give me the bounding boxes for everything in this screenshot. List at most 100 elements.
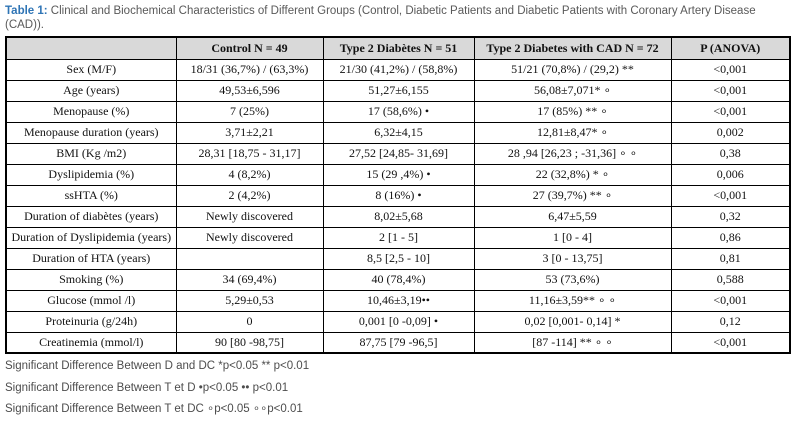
row-label: Proteinuria (g/24h) bbox=[5, 310, 177, 333]
clinical-characteristics-table: Control N = 49 Type 2 Diabètes N = 51 Ty… bbox=[5, 36, 791, 355]
table-cell: Newly discovered bbox=[175, 205, 324, 228]
table-cell: 34 (69,4%) bbox=[175, 268, 324, 291]
column-header-type2-diabetes: Type 2 Diabètes N = 51 bbox=[322, 36, 475, 60]
table-cell: 17 (58,6%) • bbox=[322, 100, 475, 123]
table-cell: [87 -114] ** ∘ ∘ bbox=[473, 331, 672, 354]
table-cell: 4 (8,2%) bbox=[175, 163, 324, 186]
table-cell: 10,46±3,19•• bbox=[322, 289, 475, 312]
table-cell: <0,001 bbox=[670, 331, 791, 354]
table-row: Duration of diabètes (years) Newly discov… bbox=[5, 205, 791, 228]
table-cell: 0,006 bbox=[670, 163, 791, 186]
row-label: Creatinemia (mmol/l) bbox=[5, 331, 177, 354]
row-label: Glucose (mmol /l) bbox=[5, 289, 177, 312]
table-cell: Newly discovered bbox=[175, 226, 324, 249]
table-row: Glucose (mmol /l) 5,29±0,53 10,46±3,19•• 11… bbox=[5, 289, 791, 312]
table-cell: <0,001 bbox=[670, 184, 791, 207]
row-label: Sex (M/F) bbox=[5, 58, 177, 81]
footnote-d-vs-dc: Significant Difference Between D and DC … bbox=[5, 360, 310, 373]
table-cell: 49,53±6,596 bbox=[175, 79, 324, 102]
table-cell: <0,001 bbox=[670, 58, 791, 81]
column-header-type2-diabetes-cad: Type 2 Diabetes with CAD N = 72 bbox=[473, 36, 672, 60]
row-label: Menopause duration (years) bbox=[5, 121, 177, 144]
table-cell: 22 (32,8%) * ∘ bbox=[473, 163, 672, 186]
table-cell: <0,001 bbox=[670, 289, 791, 312]
row-label: Age (years) bbox=[5, 79, 177, 102]
table-caption-label: Table 1: bbox=[5, 5, 48, 17]
table-cell: 90 [80 -98,75] bbox=[175, 331, 324, 354]
table-cell: 11,16±3,59** ∘ ∘ bbox=[473, 289, 672, 312]
table-cell: 0,001 [0 -0,09] • bbox=[322, 310, 475, 333]
table-cell: 0,002 bbox=[670, 121, 791, 144]
table-cell: <0,001 bbox=[670, 100, 791, 123]
table-cell: 3 [0 - 13,75] bbox=[473, 247, 672, 270]
table-cell: 1 [0 - 4] bbox=[473, 226, 672, 249]
table-cell: 27 (39,7%) ** ∘ bbox=[473, 184, 672, 207]
table-body: Sex (M/F) 18/31 (36,7%) / (63,3%) 21/30 (4… bbox=[5, 58, 791, 354]
table-cell: 8 (16%) • bbox=[322, 184, 475, 207]
table-cell: 56,08±7,071* ∘ bbox=[473, 79, 672, 102]
table-cell: 18/31 (36,7%) / (63,3%) bbox=[175, 58, 324, 81]
table-row: Proteinuria (g/24h) 0 0,001 [0 -0,09] • 0,0… bbox=[5, 310, 791, 333]
column-header-p-anova: P (ANOVA) bbox=[670, 36, 791, 60]
table-row: Dyslipidemia (%) 4 (8,2%) 15 (29 ,4%) • 22 … bbox=[5, 163, 791, 186]
table-cell: 53 (73,6%) bbox=[473, 268, 672, 291]
table-cell: 51/21 (70,8%) / (29,2) ** bbox=[473, 58, 672, 81]
table-cell: 2 [1 - 5] bbox=[322, 226, 475, 249]
table-header: Control N = 49 Type 2 Diabètes N = 51 Ty… bbox=[5, 36, 791, 60]
table-cell: 5,29±0,53 bbox=[175, 289, 324, 312]
table-cell: 2 (4,2%) bbox=[175, 184, 324, 207]
footnote-t-vs-d: Significant Difference Between T et D •p… bbox=[5, 381, 289, 394]
table-cell: 0,588 bbox=[670, 268, 791, 291]
table-cell: 0 bbox=[175, 310, 324, 333]
table-cell: 8,5 [2,5 - 10] bbox=[322, 247, 475, 270]
row-label: Smoking (%) bbox=[5, 268, 177, 291]
table-row: Age (years) 49,53±6,596 51,27±6,155 56,08±7… bbox=[5, 79, 791, 102]
table-cell: 0,81 bbox=[670, 247, 791, 270]
row-label: Duration of diabètes (years) bbox=[5, 205, 177, 228]
table-row: Creatinemia (mmol/l) 90 [80 -98,75] 87,75 … bbox=[5, 331, 791, 354]
table-cell: 0,86 bbox=[670, 226, 791, 249]
table-cell: 12,81±8,47* ∘ bbox=[473, 121, 672, 144]
table-row: Sex (M/F) 18/31 (36,7%) / (63,3%) 21/30 (4… bbox=[5, 58, 791, 81]
footnote-t-vs-dc: Significant Difference Between T et DC ∘… bbox=[5, 403, 303, 416]
table-cell: 8,02±5,68 bbox=[322, 205, 475, 228]
table-row: BMI (Kg /m2) 28,31 [18,75 - 31,17] 27,52 [… bbox=[5, 142, 791, 165]
row-label: BMI (Kg /m2) bbox=[5, 142, 177, 165]
table-cell: 28 ,94 [26,23 ; -31,36] ∘ ∘ bbox=[473, 142, 672, 165]
table-cell: 28,31 [18,75 - 31,17] bbox=[175, 142, 324, 165]
row-label: Duration of HTA (years) bbox=[5, 247, 177, 270]
table-row: Smoking (%) 34 (69,4%) 40 (78,4%) 53 (73,6%… bbox=[5, 268, 791, 291]
table-cell: 6,47±5,59 bbox=[473, 205, 672, 228]
table-cell: <0,001 bbox=[670, 79, 791, 102]
table-row: Menopause (%) 7 (25%) 17 (58,6%) • 17 (85%)… bbox=[5, 100, 791, 123]
table-row: ssHTA (%) 2 (4,2%) 8 (16%) • 27 (39,7%) ** … bbox=[5, 184, 791, 207]
table-row: Menopause duration (years) 3,71±2,21 6,32±… bbox=[5, 121, 791, 144]
table-cell: 51,27±6,155 bbox=[322, 79, 475, 102]
column-header-control: Control N = 49 bbox=[175, 36, 324, 60]
footnotes: Significant Difference Between D and DC … bbox=[5, 360, 789, 416]
table-cell: 3,71±2,21 bbox=[175, 121, 324, 144]
table-cell: 6,32±4,15 bbox=[322, 121, 475, 144]
row-label: Menopause (%) bbox=[5, 100, 177, 123]
table-cell: 15 (29 ,4%) • bbox=[322, 163, 475, 186]
row-label: Dyslipidemia (%) bbox=[5, 163, 177, 186]
table-cell: 17 (85%) ** ∘ bbox=[473, 100, 672, 123]
row-label: ssHTA (%) bbox=[5, 184, 177, 207]
table-cell: 0,38 bbox=[670, 142, 791, 165]
table-cell: 27,52 [24,85- 31,69] bbox=[322, 142, 475, 165]
table-cell: 40 (78,4%) bbox=[322, 268, 475, 291]
table-row: Duration of HTA (years) 8,5 [2,5 - 10] 3 [… bbox=[5, 247, 791, 270]
table-cell: 21/30 (41,2%) / (58,8%) bbox=[322, 58, 475, 81]
table-caption-text: Clinical and Biochemical Characteristics… bbox=[5, 5, 756, 32]
table-cell: 7 (25%) bbox=[175, 100, 324, 123]
row-label: Duration of Dyslipidemia (years) bbox=[5, 226, 177, 249]
table-caption: Table 1: Clinical and Biochemical Charac… bbox=[5, 4, 789, 32]
table-cell: 0,02 [0,001- 0,14] * bbox=[473, 310, 672, 333]
table-cell: 0,12 bbox=[670, 310, 791, 333]
table-header-row: Control N = 49 Type 2 Diabètes N = 51 Ty… bbox=[5, 36, 791, 60]
table-row: Duration of Dyslipidemia (years) Newly di… bbox=[5, 226, 791, 249]
table-cell: 0,32 bbox=[670, 205, 791, 228]
table-cell: 87,75 [79 -96,5] bbox=[322, 331, 475, 354]
column-header-empty bbox=[5, 36, 177, 60]
table-cell bbox=[175, 247, 324, 270]
